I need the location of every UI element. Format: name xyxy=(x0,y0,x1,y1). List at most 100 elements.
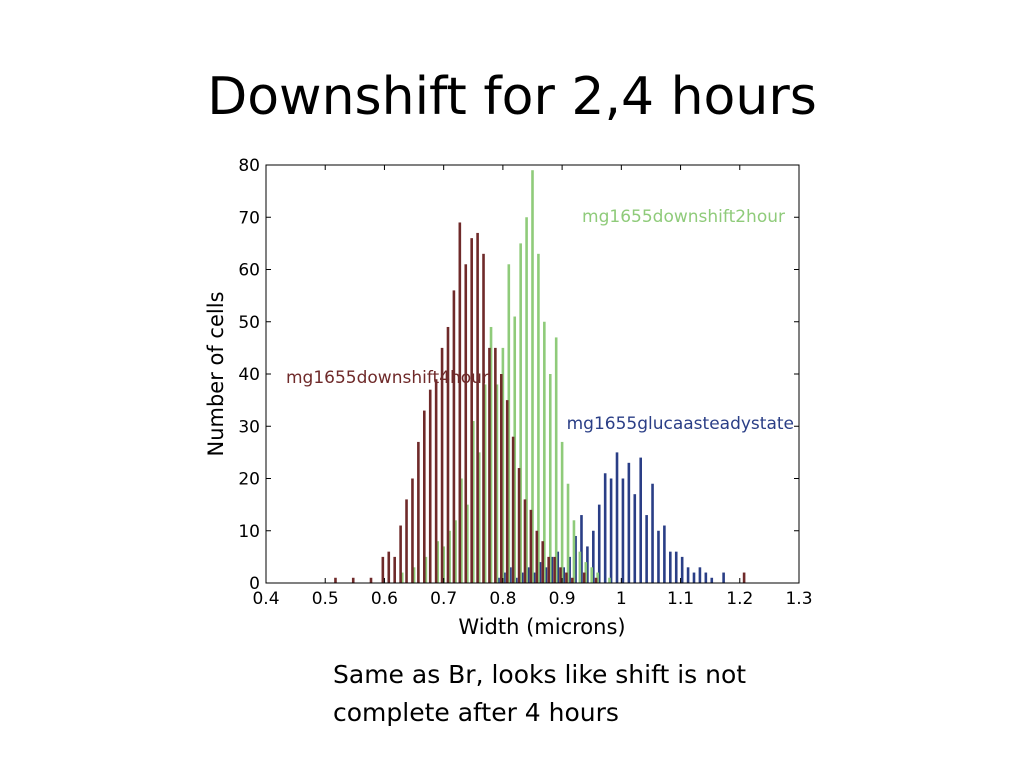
bar xyxy=(621,478,625,583)
slide-title: Downshift for 2,4 hours xyxy=(207,67,817,127)
bar xyxy=(615,452,619,584)
bar xyxy=(531,170,534,583)
bar xyxy=(417,441,420,583)
bar xyxy=(535,530,539,583)
bar xyxy=(596,572,599,583)
x-tick-label: 0.7 xyxy=(430,589,457,609)
y-tick-label: 30 xyxy=(238,417,260,437)
bar xyxy=(529,509,533,583)
bar xyxy=(387,551,391,583)
series-mg1655downshift2hour xyxy=(400,170,611,584)
histogram-chart: 0.4 0.5 0.6 0.7 0.8 0.9 1 1.1 1.2 1.3 0 10 20 30 40 50… xyxy=(204,156,813,639)
x-tick-label: 0.6 xyxy=(371,589,398,609)
bar xyxy=(369,577,373,583)
bar xyxy=(590,567,594,583)
bar xyxy=(608,577,611,583)
bar xyxy=(464,264,468,583)
bar xyxy=(572,520,576,583)
bar xyxy=(454,520,457,583)
bar xyxy=(520,572,524,583)
y-tick-label: 0 xyxy=(249,574,260,594)
bar xyxy=(517,468,521,583)
bar xyxy=(458,222,462,583)
bar xyxy=(663,525,666,583)
bar xyxy=(680,556,684,584)
bar xyxy=(710,577,714,583)
bar xyxy=(424,556,428,584)
plot-area xyxy=(334,170,746,584)
y-tick-label: 50 xyxy=(238,313,260,333)
bar xyxy=(578,551,582,583)
x-tick-label: 0.4 xyxy=(252,589,279,609)
y-tick-label: 70 xyxy=(238,208,260,228)
bar xyxy=(476,232,479,583)
bar xyxy=(452,290,456,583)
bar xyxy=(633,494,637,583)
bar xyxy=(609,478,613,583)
caption-line-1: Same as Br, looks like shift is not xyxy=(333,660,747,689)
bar xyxy=(674,551,678,583)
bar xyxy=(554,337,558,583)
y-tick-label: 80 xyxy=(238,156,260,176)
bar xyxy=(742,572,746,583)
y-axis-label: Number of cells xyxy=(204,291,228,456)
x-axis-label: Width (microns) xyxy=(458,615,625,639)
x-tick-labels: 0.4 0.5 0.6 0.7 0.8 0.9 1 1.1 1.2 1.3 xyxy=(252,589,812,609)
bar xyxy=(526,567,530,583)
bar xyxy=(446,326,450,583)
series-mg1655glucaasteadystate xyxy=(497,452,725,584)
bar xyxy=(495,384,499,583)
bar xyxy=(509,567,512,583)
bar xyxy=(381,556,385,584)
bar xyxy=(505,400,509,584)
y-tick-label: 40 xyxy=(238,365,260,385)
bar xyxy=(543,321,546,583)
bar xyxy=(548,374,552,583)
x-tick-label: 0.8 xyxy=(489,589,516,609)
bar xyxy=(471,421,475,583)
bar xyxy=(538,562,542,583)
bar xyxy=(639,457,642,583)
bar xyxy=(568,556,571,584)
bar xyxy=(525,217,528,583)
bar xyxy=(499,374,503,583)
bar xyxy=(442,546,445,583)
bar xyxy=(645,515,648,583)
bar xyxy=(393,556,396,584)
x-tick-label: 0.5 xyxy=(312,589,339,609)
bar xyxy=(434,379,438,583)
bar xyxy=(565,572,568,583)
bar xyxy=(571,577,574,583)
bar xyxy=(501,347,505,584)
bar xyxy=(550,556,554,584)
bar xyxy=(669,551,672,583)
bar xyxy=(470,238,473,583)
bar xyxy=(482,253,485,583)
x-tick-label: 1.1 xyxy=(667,589,694,609)
bar xyxy=(657,530,660,583)
bar xyxy=(603,473,607,583)
bar xyxy=(460,478,463,583)
bar xyxy=(503,572,506,583)
bar xyxy=(515,577,518,583)
bar xyxy=(537,253,540,583)
bar xyxy=(580,515,583,583)
bar xyxy=(651,483,654,583)
bar xyxy=(584,562,588,583)
bar xyxy=(698,567,702,583)
bar xyxy=(532,572,536,583)
series-label-mg1655glucaasteadystate: mg1655glucaasteadystate xyxy=(567,414,794,434)
series-mg1655downshift4hour xyxy=(334,222,746,584)
bar xyxy=(489,326,493,583)
y-tick-label: 20 xyxy=(238,470,260,490)
bar xyxy=(559,567,562,583)
y-tick-labels: 0 10 20 30 40 50 60 70 80 xyxy=(238,156,260,594)
slide-caption: Same as Br, looks like shift is not comp… xyxy=(333,656,813,732)
x-tick-label: 1.2 xyxy=(726,589,753,609)
y-tick-label: 10 xyxy=(238,522,260,542)
bar xyxy=(553,556,556,584)
bar xyxy=(400,572,404,583)
bar xyxy=(511,436,515,583)
bar xyxy=(544,567,548,583)
series-label-mg1655downshift2hour: mg1655downshift2hour xyxy=(582,207,785,227)
